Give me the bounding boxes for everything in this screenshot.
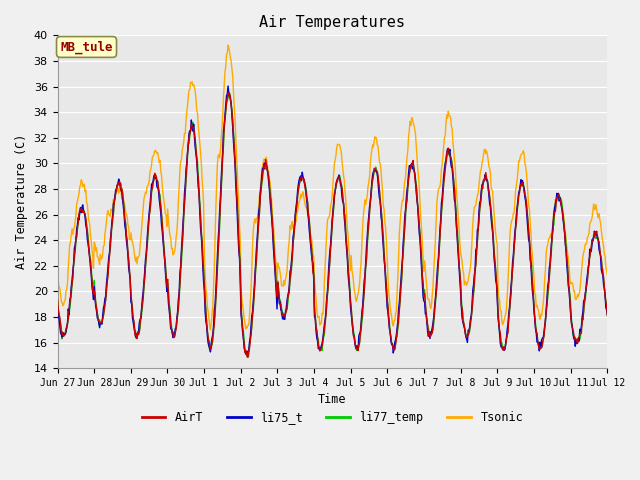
X-axis label: Time: Time	[318, 394, 347, 407]
Legend: AirT, li75_t, li77_temp, Tsonic: AirT, li75_t, li77_temp, Tsonic	[137, 407, 528, 429]
Text: MB_tule: MB_tule	[60, 40, 113, 54]
Y-axis label: Air Temperature (C): Air Temperature (C)	[15, 134, 28, 269]
Title: Air Temperatures: Air Temperatures	[259, 15, 406, 30]
